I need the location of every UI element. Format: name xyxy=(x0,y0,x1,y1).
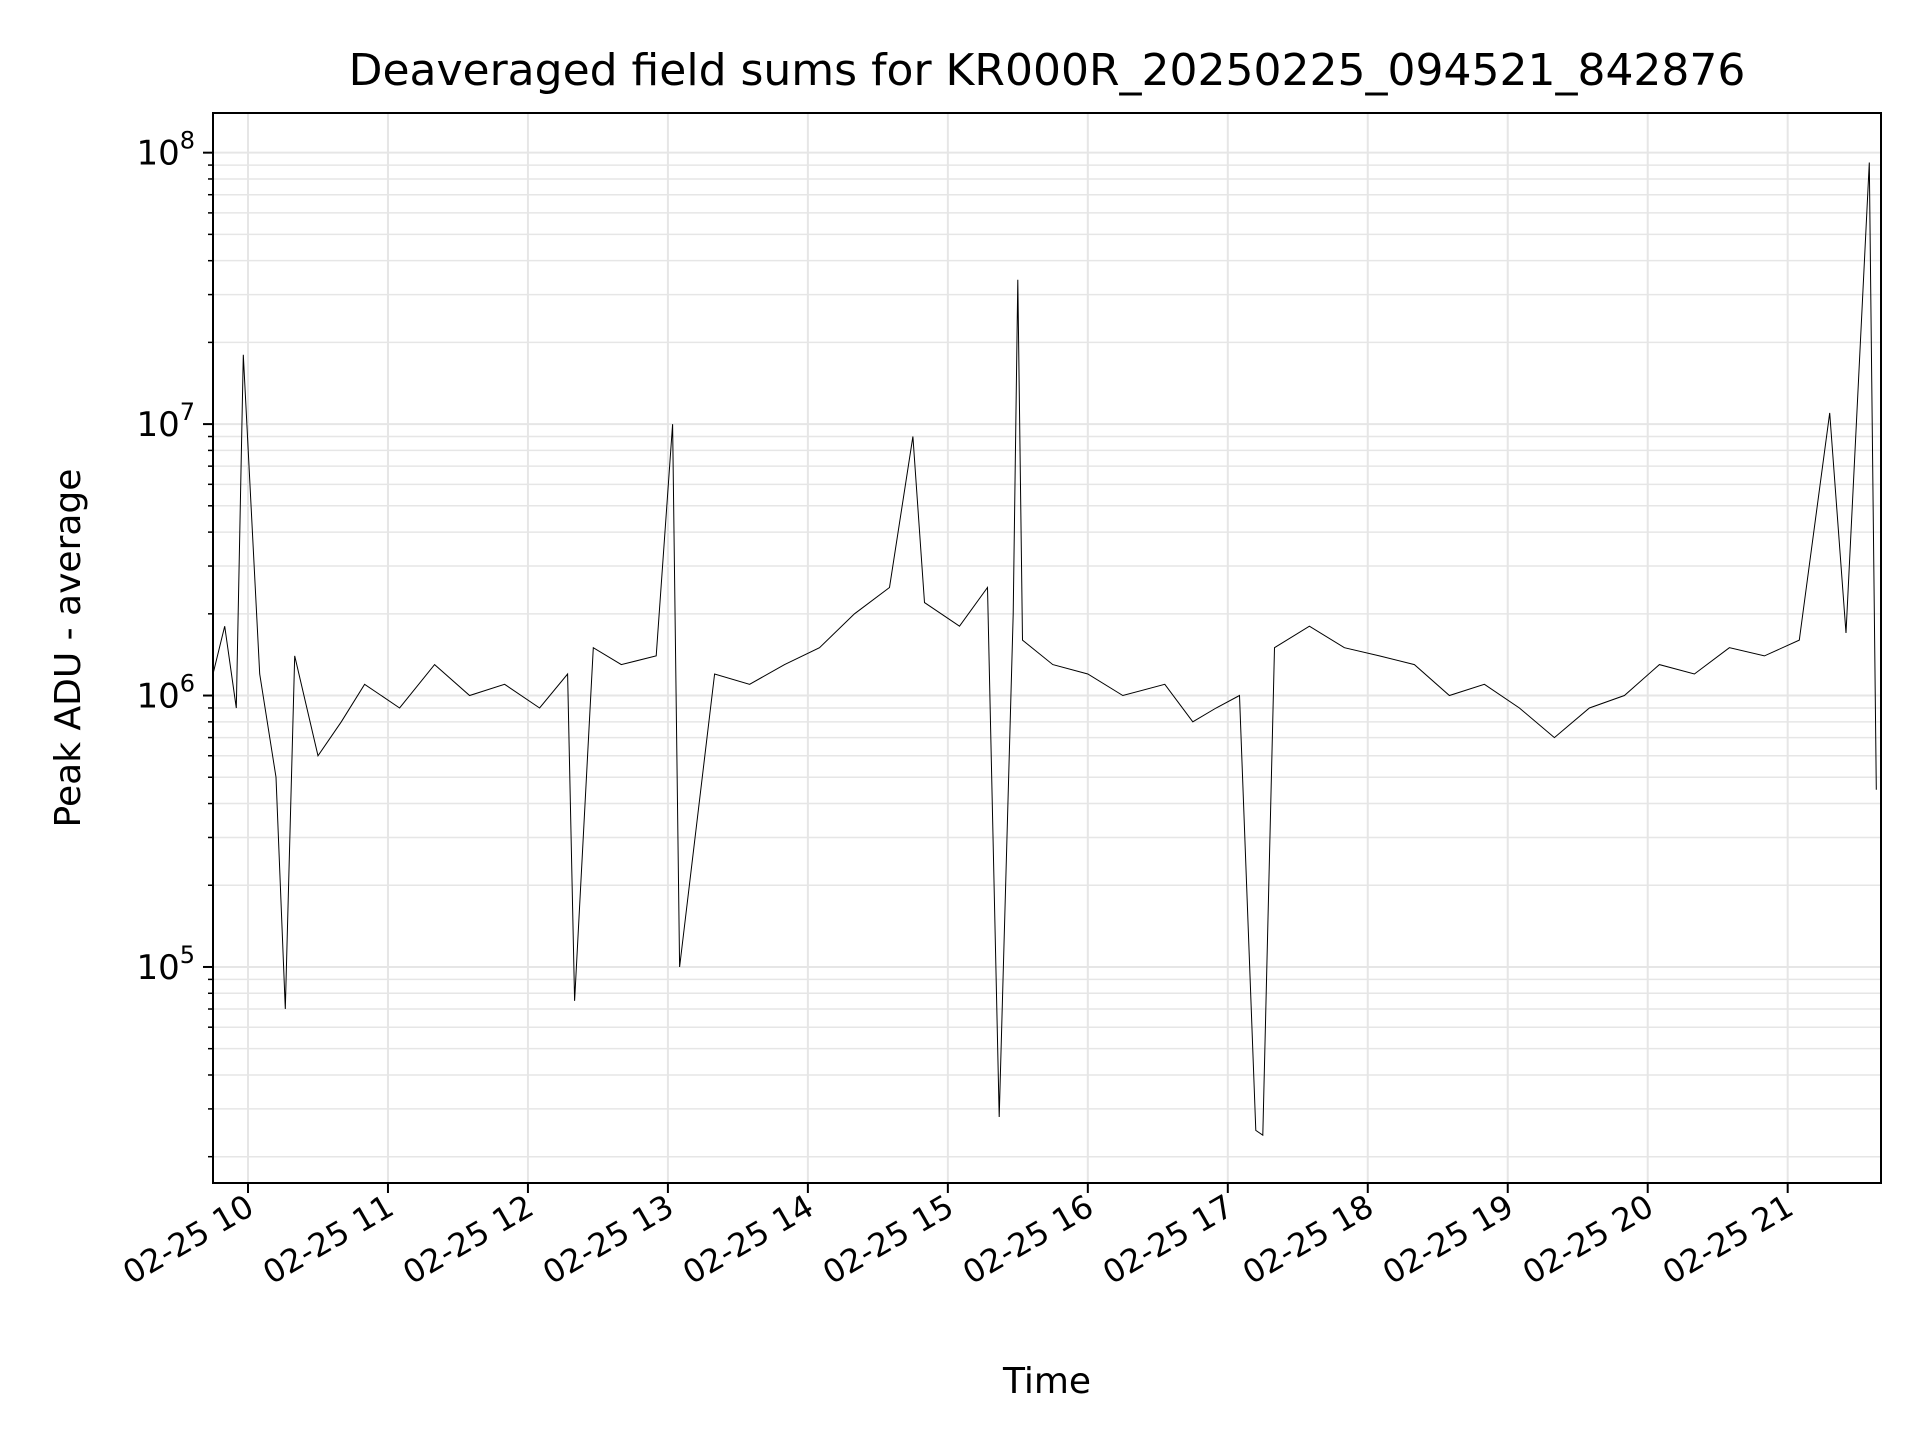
x-tick-label: 02-25 16 xyxy=(956,1187,1100,1292)
x-tick-label: 02-25 18 xyxy=(1236,1187,1380,1292)
x-tick-label: 02-25 15 xyxy=(816,1187,960,1292)
x-tick-label: 02-25 13 xyxy=(536,1187,680,1292)
plot-frame xyxy=(212,112,1882,1184)
chart-title: Deaveraged field sums for KR000R_2025022… xyxy=(349,45,1746,96)
y-tick-label: 108 xyxy=(136,127,195,174)
series-line xyxy=(212,162,1877,1137)
y-tick-label: 106 xyxy=(136,670,195,717)
y-tick-label: 105 xyxy=(136,941,195,988)
x-tick-label: 02-25 19 xyxy=(1376,1187,1520,1292)
x-tick-label: 02-25 10 xyxy=(116,1187,260,1292)
y-axis-label: Peak ADU - average xyxy=(48,469,89,828)
x-tick-label: 02-25 17 xyxy=(1096,1187,1240,1292)
plot-area xyxy=(213,113,1881,1183)
y-tick-label: 107 xyxy=(136,398,195,445)
x-tick-label: 02-25 14 xyxy=(676,1187,820,1292)
x-tick-label: 02-25 11 xyxy=(256,1187,400,1292)
y-axis-ticks: 105 106 107 108 xyxy=(136,127,213,1158)
x-tick-label: 02-25 12 xyxy=(396,1187,540,1292)
x-tick-label: 02-25 20 xyxy=(1516,1187,1660,1292)
x-axis-label: Time xyxy=(1002,1361,1091,1402)
x-tick-label: 02-25 21 xyxy=(1656,1187,1800,1292)
gridlines xyxy=(213,113,1881,1183)
